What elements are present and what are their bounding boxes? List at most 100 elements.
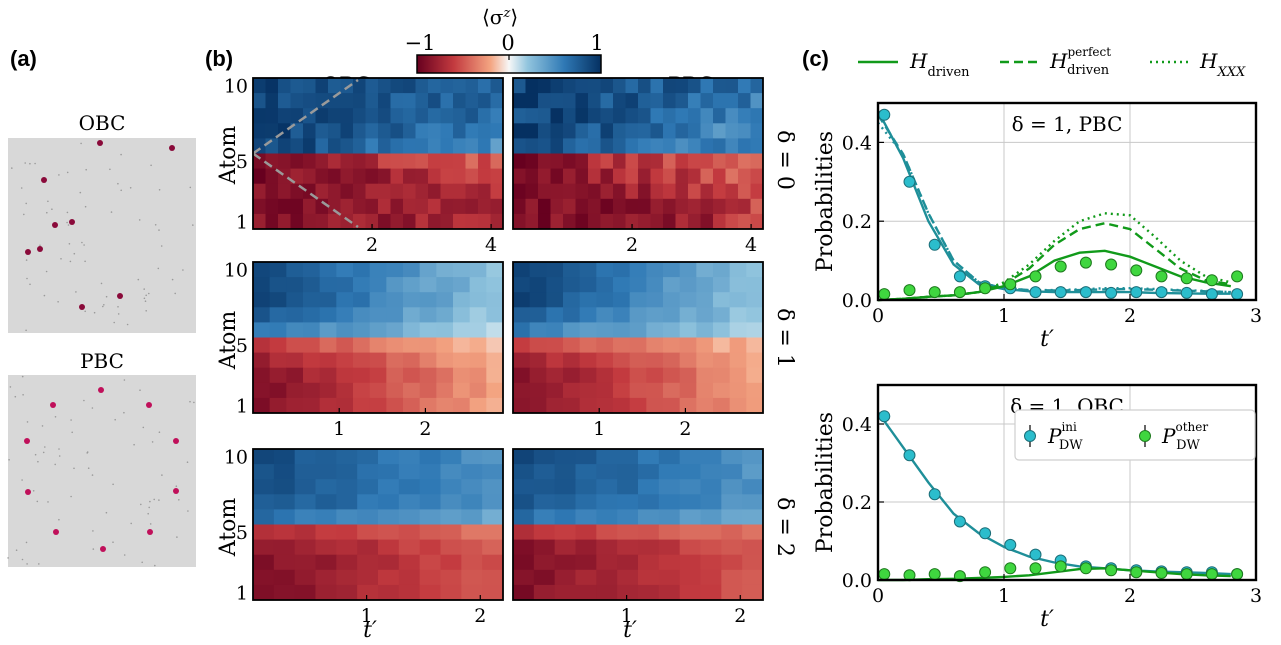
heatmap-cell [440, 213, 454, 230]
heatmap-cell [386, 277, 404, 293]
heatmap-cell [525, 213, 539, 230]
heatmap-cell [419, 539, 441, 556]
heatmap-cell [315, 479, 337, 495]
heatmap-cell [646, 277, 664, 293]
heatmap-cell [403, 262, 421, 278]
heatmap-cell [415, 138, 429, 154]
heatmap-cell [440, 464, 462, 480]
heatmap-cell [579, 262, 597, 278]
heatmap-cell [663, 322, 681, 338]
heatmap-cell [403, 153, 416, 169]
heatmap-cell [513, 123, 526, 139]
heatmap-cell [390, 183, 404, 200]
series-line [876, 114, 1231, 294]
heatmap-cell [646, 352, 664, 369]
heatmap-cell [650, 78, 664, 94]
heatmap-cell [663, 382, 681, 399]
heatmap-cell [529, 262, 547, 278]
heatmap-cell [378, 138, 391, 154]
heatmap-cell [386, 382, 404, 399]
heatmap-cell [290, 168, 304, 185]
heatmap-cell [353, 78, 366, 94]
heatmap-cell [550, 138, 564, 154]
heatmap-cell [721, 524, 743, 540]
heatmap-cell [353, 108, 366, 124]
heatmap-cell [550, 168, 564, 185]
heatmap-cell [303, 78, 316, 94]
heatmap-cell [596, 479, 618, 495]
image-noise-speck [120, 189, 122, 192]
image-noise-speck [66, 221, 68, 224]
heatmap-cell [729, 262, 747, 278]
heatmap-cell [650, 168, 664, 185]
heatmap-cell [679, 554, 701, 571]
image-noise-speck [70, 419, 72, 421]
heatmap-cell [596, 367, 614, 384]
heatmap-cell [340, 153, 354, 169]
obc-atom-spots [11, 140, 194, 332]
heatmap-cell [550, 78, 564, 94]
heatmap-cell [538, 93, 551, 109]
heatmap-cell [486, 277, 504, 293]
heatmap-cell [340, 138, 354, 154]
heatmap-cell [746, 337, 764, 353]
data-point [1130, 286, 1143, 299]
heatmap-cell [436, 352, 454, 369]
heatmap-cell [613, 123, 626, 139]
heatmap-cell [713, 397, 731, 414]
heatmap-cell [625, 168, 639, 185]
image-noise-speck [21, 479, 23, 481]
heatmap-frame [252, 448, 504, 601]
heatmap-cell [390, 213, 404, 230]
heatmap-cell [436, 277, 454, 293]
heatmap-cell [386, 262, 404, 278]
heatmap-cell [486, 352, 504, 369]
y-tick-label: 10 [224, 76, 248, 98]
heatmap-cell [579, 367, 597, 384]
image-noise-speck [137, 278, 140, 281]
heatmap-cell [453, 292, 471, 308]
heatmap-cell [696, 382, 714, 399]
heatmap-cell [461, 524, 483, 540]
image-noise-speck [57, 301, 59, 303]
y-tick-label: 0.2 [842, 492, 872, 514]
heatmap-cell [478, 78, 491, 94]
heatmap-cell [403, 93, 416, 109]
heatmap-cell [278, 198, 291, 215]
heatmap-cell [533, 539, 556, 556]
heatmap-cell [269, 307, 287, 323]
heatmap-cell [596, 307, 614, 323]
data-point [1130, 566, 1143, 579]
data-point [878, 410, 891, 423]
image-noise-speck [112, 541, 114, 543]
heatmap-cell [563, 367, 581, 384]
data-point [979, 282, 992, 295]
image-noise-speck [176, 536, 178, 538]
heatmap-cell [646, 337, 664, 353]
heatmap-cell [563, 337, 581, 353]
data-point [928, 238, 941, 251]
heatmap-cell [646, 292, 664, 308]
colorbar-tick-max: 1 [590, 31, 603, 55]
heatmap-cell [613, 277, 631, 293]
heatmap-cell [440, 494, 462, 510]
atom-spot [173, 438, 179, 444]
heatmap-cell [563, 93, 576, 109]
image-noise-speck [100, 282, 103, 285]
heatmap-cell [721, 584, 743, 601]
image-noise-speck [8, 459, 10, 461]
heatmap-cell [419, 494, 441, 510]
heatmap-cell [638, 509, 660, 525]
heatmap-cell [428, 183, 441, 200]
heatmap-cell [365, 108, 379, 124]
image-noise-speck [189, 400, 191, 403]
heatmap-cell [490, 213, 504, 230]
heatmap-cell [617, 494, 639, 510]
heatmap-cell [625, 213, 639, 230]
heatmap-cell [563, 138, 576, 154]
heatmap-cell [403, 123, 416, 139]
heatmap-cell [721, 464, 743, 480]
heatmap-cell [679, 262, 697, 278]
